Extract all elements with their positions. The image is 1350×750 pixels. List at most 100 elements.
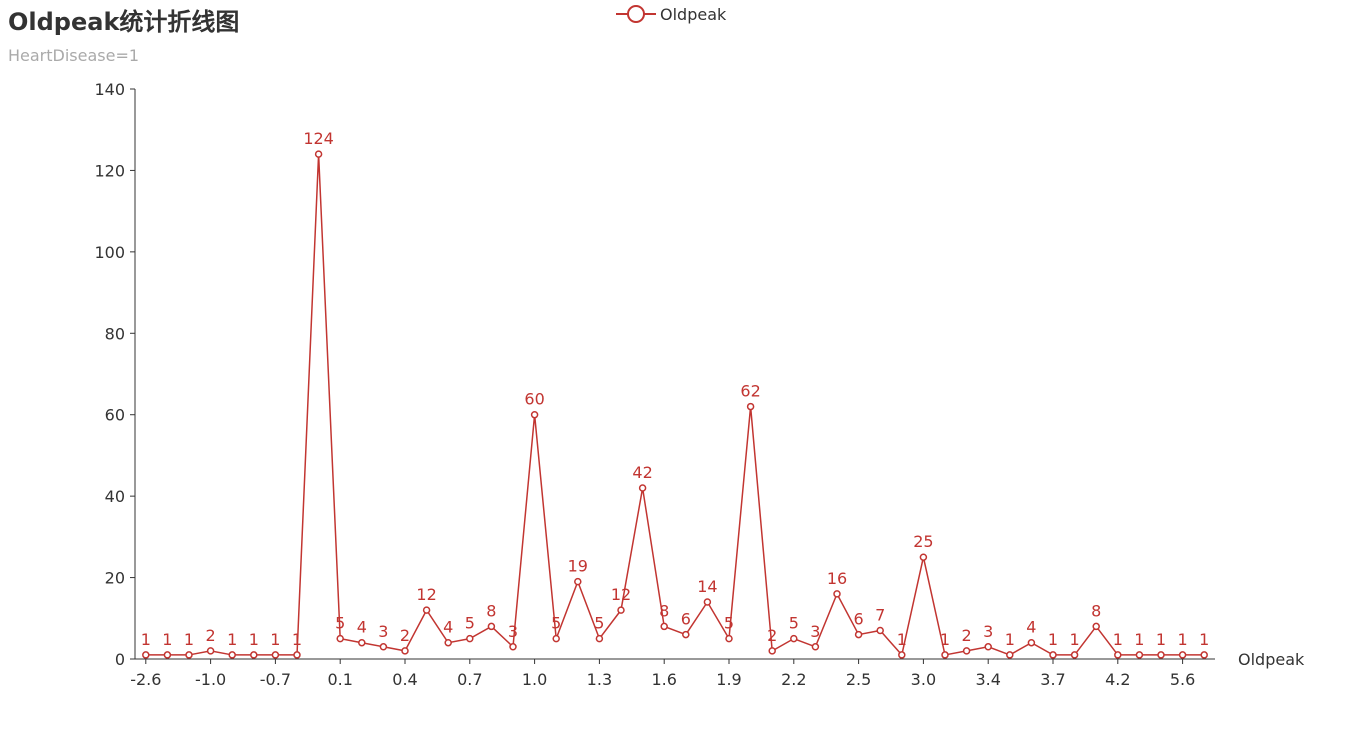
data-label: 8: [1091, 601, 1101, 620]
data-label: 25: [913, 532, 933, 551]
data-label: 5: [594, 614, 604, 633]
data-label: 5: [335, 614, 345, 633]
data-point[interactable]: [401, 647, 409, 655]
data-point[interactable]: [250, 651, 258, 659]
data-label: 5: [789, 614, 799, 633]
data-point[interactable]: [422, 606, 431, 614]
x-tick-label: 5.6: [1170, 670, 1195, 689]
data-point[interactable]: [293, 651, 301, 659]
data-label: 1: [1134, 630, 1144, 649]
data-point[interactable]: [1114, 651, 1122, 659]
data-label: 60: [524, 390, 544, 409]
data-point[interactable]: [919, 553, 928, 561]
data-point[interactable]: [1178, 651, 1187, 659]
x-tick-label: 1.6: [651, 670, 676, 689]
data-point[interactable]: [228, 651, 236, 659]
data-point[interactable]: [725, 634, 733, 643]
data-point[interactable]: [142, 651, 150, 659]
data-point[interactable]: [833, 590, 841, 598]
data-label: 2: [400, 626, 410, 645]
data-point[interactable]: [1157, 651, 1165, 659]
data-point[interactable]: [358, 638, 366, 647]
data-label: 1: [292, 630, 302, 649]
data-label: 1: [162, 630, 172, 649]
data-point[interactable]: [682, 630, 690, 639]
data-point[interactable]: [660, 622, 668, 631]
x-tick-label: 3.7: [1040, 670, 1065, 689]
data-point[interactable]: [1027, 638, 1036, 647]
data-label: 1: [184, 630, 194, 649]
data-label: 2: [962, 626, 972, 645]
x-tick-label: 3.0: [911, 670, 936, 689]
data-point[interactable]: [984, 643, 992, 651]
data-point[interactable]: [271, 651, 280, 659]
data-label: 1: [1178, 630, 1188, 649]
data-point[interactable]: [638, 484, 647, 492]
x-tick-label: 1.3: [587, 670, 612, 689]
y-tick-label: 0: [115, 650, 125, 669]
y-tick-label: 40: [105, 487, 125, 506]
data-label: 16: [827, 569, 847, 588]
x-tick-label: -0.7: [260, 670, 291, 689]
y-tick-label: 120: [94, 161, 125, 180]
data-points: [142, 150, 1208, 659]
data-point[interactable]: [1070, 651, 1079, 659]
data-point[interactable]: [768, 647, 776, 655]
data-point[interactable]: [574, 577, 582, 586]
data-point[interactable]: [1135, 651, 1144, 659]
data-point[interactable]: [530, 410, 539, 419]
data-point[interactable]: [1092, 622, 1100, 631]
data-point[interactable]: [466, 634, 474, 643]
chart-title: Oldpeak统计折线图: [8, 8, 240, 36]
data-label: 1: [1005, 630, 1015, 649]
data-point[interactable]: [941, 651, 949, 659]
data-label: 12: [611, 585, 631, 604]
data-point[interactable]: [811, 643, 820, 651]
data-point[interactable]: [487, 622, 496, 631]
data-point[interactable]: [1200, 651, 1208, 659]
data-point[interactable]: [962, 647, 971, 655]
data-point[interactable]: [1049, 651, 1057, 659]
data-label: 3: [810, 622, 820, 641]
data-point[interactable]: [898, 651, 906, 659]
y-tick-label: 60: [105, 406, 125, 425]
data-point[interactable]: [509, 643, 517, 651]
x-axis: -2.6 -1.0 -0.7 0.1 0.4 0.7 1.0 1.3 1.6 1.9 2.2 2.5 3…: [130, 658, 1215, 689]
data-point[interactable]: [703, 598, 712, 606]
data-point[interactable]: [444, 638, 452, 647]
data-point[interactable]: [552, 634, 560, 643]
data-label: 1: [897, 630, 907, 649]
data-label: 1: [227, 630, 237, 649]
legend[interactable]: Oldpeak: [616, 4, 726, 24]
data-label: 12: [416, 585, 436, 604]
data-label: 1: [1113, 630, 1123, 649]
data-point[interactable]: [617, 606, 625, 614]
data-label: 1: [249, 630, 259, 649]
data-point[interactable]: [379, 643, 388, 651]
data-label: 6: [854, 610, 864, 629]
data-point[interactable]: [790, 634, 798, 643]
data-point[interactable]: [876, 626, 884, 635]
data-label: 1: [1156, 630, 1166, 649]
data-point[interactable]: [336, 634, 344, 643]
data-label: 2: [206, 626, 216, 645]
data-point[interactable]: [854, 630, 863, 639]
x-tick-label: 0.1: [327, 670, 352, 689]
data-point[interactable]: [1006, 651, 1014, 659]
data-label: 4: [357, 618, 367, 637]
data-point[interactable]: [595, 634, 604, 643]
data-point[interactable]: [163, 651, 172, 659]
data-point[interactable]: [314, 150, 323, 158]
data-label: 4: [443, 618, 453, 637]
x-tick-label: 3.4: [975, 670, 1000, 689]
y-axis: 0 20 40 60 80 100 120 140: [94, 80, 136, 669]
data-point[interactable]: [206, 647, 215, 655]
data-label: 2: [767, 626, 777, 645]
data-point[interactable]: [746, 402, 755, 411]
y-tick-label: 80: [105, 324, 125, 343]
data-label: 62: [740, 382, 760, 401]
y-tick-label: 100: [94, 243, 125, 262]
data-point[interactable]: [185, 651, 193, 659]
